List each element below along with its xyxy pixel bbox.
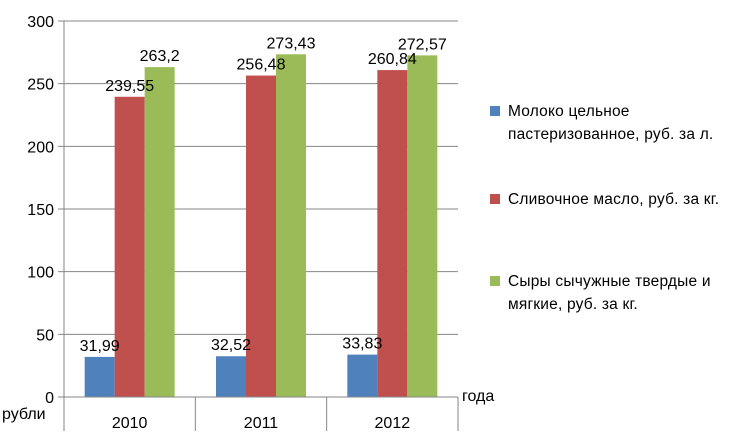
data-label: 32,52	[211, 337, 251, 354]
axes	[58, 20, 459, 431]
x-tick-label: 2012	[375, 415, 411, 432]
bars	[84, 54, 438, 398]
y-tick-label: 200	[27, 139, 54, 156]
data-label: 31,99	[80, 338, 120, 355]
bar	[246, 75, 276, 397]
bar	[114, 96, 145, 397]
legend-swatch	[490, 276, 500, 286]
bar	[84, 356, 115, 397]
data-labels: 31,99 239,55 263,2 32,52 256,48 273,43 33,83 26…	[80, 35, 447, 355]
data-label: 256,48	[237, 57, 286, 74]
x-tick-label: 2011	[244, 415, 279, 432]
legend-swatch	[490, 194, 500, 204]
data-label: 239,55	[105, 78, 154, 95]
data-label: 260,84	[368, 51, 417, 68]
bar	[407, 55, 438, 397]
y-tick-label: 250	[27, 77, 54, 94]
y-tick-label: 150	[27, 202, 54, 219]
y-tick-label: 100	[27, 265, 54, 282]
bar	[216, 356, 246, 397]
data-label: 272,57	[398, 36, 447, 53]
data-label: 263,2	[140, 48, 180, 65]
y-axis-title: рубли	[2, 406, 46, 423]
y-tick-label: 300	[27, 14, 54, 31]
legend-label: Сыры сычужные твердые и мягкие, руб. за …	[508, 273, 711, 313]
y-tick-label: 50	[36, 327, 54, 344]
bar	[276, 54, 306, 398]
bar	[144, 67, 175, 397]
legend-swatch	[490, 106, 500, 116]
legend-label: Молоко цельное пастеризованное, руб. за …	[508, 103, 714, 143]
legend-label: Сливочное масло, руб. за кг.	[508, 191, 720, 208]
data-label: 33,83	[342, 336, 382, 353]
x-tick-labels: 2010 2011 2012	[112, 415, 410, 432]
data-label: 273,43	[267, 35, 316, 52]
y-tick-labels: 0 50 100 150 200 250 300	[27, 14, 54, 407]
bar	[347, 354, 378, 397]
bar	[377, 70, 408, 397]
x-tick-label: 2010	[112, 415, 148, 432]
x-axis-title: года	[462, 388, 495, 405]
y-tick-label: 0	[45, 390, 54, 407]
